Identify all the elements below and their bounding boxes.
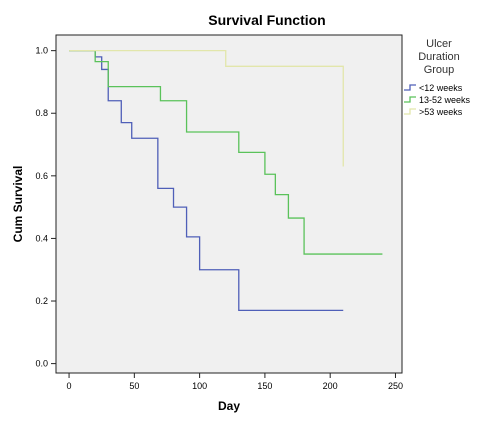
legend-swatch xyxy=(404,96,416,103)
chart-title: Survival Function xyxy=(208,12,325,28)
series-layer xyxy=(69,49,383,312)
x-tick-label: 150 xyxy=(257,381,272,391)
legend-item: 13-52 weeks xyxy=(404,95,471,105)
x-tick-label: 100 xyxy=(192,381,207,391)
y-axis-label: Cum Survival xyxy=(11,166,25,243)
legend-title-line-2: Duration xyxy=(418,51,460,63)
legend-label: 13-52 weeks xyxy=(419,95,471,105)
y-tick-label: 0.6 xyxy=(35,171,48,181)
legend-item: <12 weeks xyxy=(404,83,463,93)
legend-title-line-1: Ulcer xyxy=(426,38,452,50)
legend-swatch xyxy=(404,84,416,91)
x-tick-label: 250 xyxy=(388,381,403,391)
y-tick-label: 0.0 xyxy=(35,359,48,369)
legend-title-line-3: Group xyxy=(424,64,455,76)
legend: Ulcer Duration Group <12 weeks 13-52 week… xyxy=(404,38,471,117)
series-line-2 xyxy=(69,49,383,255)
legend-item: >53 weeks xyxy=(404,107,463,117)
x-tick-label: 50 xyxy=(129,381,139,391)
legend-label: <12 weeks xyxy=(419,83,463,93)
y-tick-label: 0.2 xyxy=(35,296,48,306)
x-tick-label: 200 xyxy=(323,381,338,391)
legend-swatch xyxy=(404,108,416,115)
x-axis-label: Day xyxy=(218,399,240,413)
y-axis: 0.0 0.2 0.4 0.6 0.8 1.0 xyxy=(35,46,56,369)
x-tick-label: 0 xyxy=(67,381,72,391)
y-tick-label: 1.0 xyxy=(35,46,48,56)
x-axis: 0 50 100 150 200 250 xyxy=(67,373,403,391)
series-line-1 xyxy=(69,49,344,312)
legend-label: >53 weeks xyxy=(419,107,463,117)
y-tick-label: 0.8 xyxy=(35,108,48,118)
plot-area xyxy=(55,34,403,374)
y-tick-label: 0.4 xyxy=(35,233,48,243)
series-line-3 xyxy=(69,49,344,167)
